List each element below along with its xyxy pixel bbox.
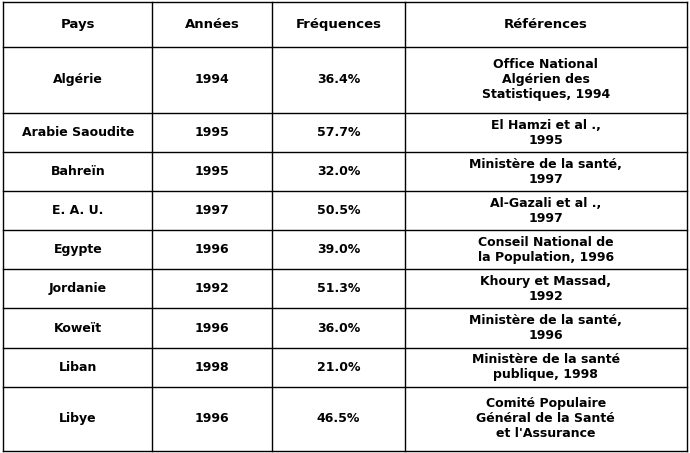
Text: 1996: 1996: [195, 322, 230, 334]
Text: Egypte: Egypte: [54, 243, 102, 256]
Text: Ministère de la santé,
1997: Ministère de la santé, 1997: [469, 158, 622, 186]
Text: 32.0%: 32.0%: [317, 165, 360, 178]
Text: 1997: 1997: [195, 204, 230, 217]
Text: Jordanie: Jordanie: [49, 282, 107, 295]
Text: Libye: Libye: [59, 412, 97, 425]
Text: Comité Populaire
Général de la Santé
et l'Assurance: Comité Populaire Général de la Santé et …: [477, 397, 615, 440]
Text: 21.0%: 21.0%: [317, 361, 360, 374]
Text: Khoury et Massad,
1992: Khoury et Massad, 1992: [480, 275, 611, 303]
Text: Algérie: Algérie: [53, 73, 103, 87]
Text: Koweït: Koweït: [54, 322, 102, 334]
Text: 1996: 1996: [195, 243, 230, 256]
Text: Pays: Pays: [61, 18, 95, 31]
Text: Arabie Saoudite: Arabie Saoudite: [21, 126, 134, 139]
Text: 36.4%: 36.4%: [317, 73, 360, 87]
Text: Ministère de la santé
publique, 1998: Ministère de la santé publique, 1998: [472, 353, 620, 381]
Text: 1998: 1998: [195, 361, 230, 374]
Text: Liban: Liban: [59, 361, 97, 374]
Text: Fréquences: Fréquences: [295, 18, 382, 31]
Text: 1995: 1995: [195, 165, 230, 178]
Text: 50.5%: 50.5%: [317, 204, 360, 217]
Text: 1992: 1992: [195, 282, 230, 295]
Text: Ministère de la santé,
1996: Ministère de la santé, 1996: [469, 314, 622, 342]
Text: Bahreïn: Bahreïn: [50, 165, 106, 178]
Text: Références: Références: [504, 18, 588, 31]
Text: 1996: 1996: [195, 412, 230, 425]
Text: Années: Années: [185, 18, 239, 31]
Text: 51.3%: 51.3%: [317, 282, 360, 295]
Text: 1995: 1995: [195, 126, 230, 139]
Text: Office National
Algérien des
Statistiques, 1994: Office National Algérien des Statistique…: [482, 58, 610, 101]
Text: 1994: 1994: [195, 73, 230, 87]
Text: Al-Gazali et al .,
1997: Al-Gazali et al ., 1997: [490, 197, 602, 225]
Text: 57.7%: 57.7%: [317, 126, 360, 139]
Text: 36.0%: 36.0%: [317, 322, 360, 334]
Text: El Hamzi et al .,
1995: El Hamzi et al ., 1995: [491, 119, 601, 147]
Text: 46.5%: 46.5%: [317, 412, 360, 425]
Text: E. A. U.: E. A. U.: [52, 204, 104, 217]
Text: 39.0%: 39.0%: [317, 243, 360, 256]
Text: Conseil National de
la Population, 1996: Conseil National de la Population, 1996: [477, 236, 614, 264]
